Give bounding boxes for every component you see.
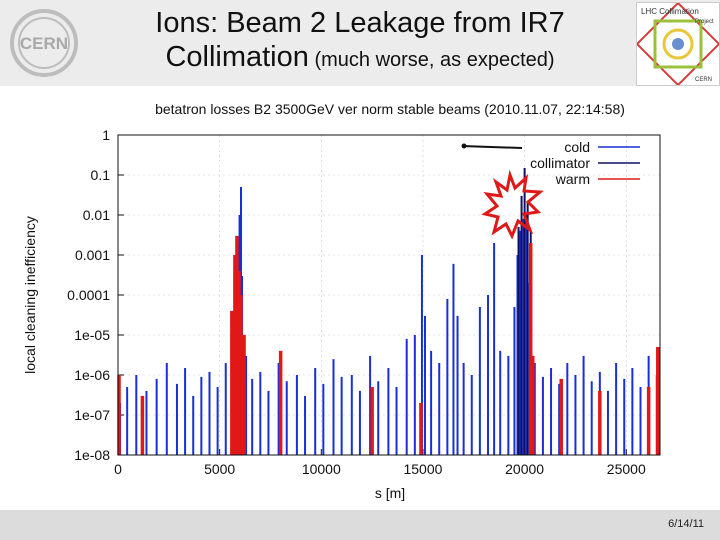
x-tick-label: 10000 [302,461,341,477]
slide-header: CERN Ions: Beam 2 Leakage from IR7 Colli… [0,0,720,87]
y-tick-label: 1e-07 [74,407,110,423]
x-tick-label: 0 [114,461,122,477]
y-tick-label: 0.001 [75,247,110,263]
footer-date: 6/14/11 [668,518,704,530]
y-tick-label: 0.01 [83,207,110,223]
legend-label-cold: cold [564,139,590,155]
y-tick-label: 1e-08 [74,447,110,463]
cern-logo-text: CERN [20,34,68,53]
cern-logo: CERN [4,4,86,82]
series-bars [117,167,660,455]
x-tick-label: 5000 [204,461,235,477]
plot-frame [117,134,661,456]
legend-label-warm: warm [555,171,590,187]
y-axis-label: local cleaning inefficiency [22,216,38,374]
y-tick-label: 0.0001 [67,287,110,303]
x-tick-label: 20000 [505,461,544,477]
y-tick-label: 1e-06 [74,367,110,383]
title-line-1: Ions: Beam 2 Leakage from IR7 [155,7,565,39]
slide-footer: 6/14/11 [0,510,720,540]
arrow-line [461,145,523,149]
title-note: (much worse, as expected) [308,49,555,71]
lhc-logo-line-2: Project [695,19,714,25]
slide-title: Ions: Beam 2 Leakage from IR7 Collimatio… [95,6,625,79]
y-tick-label: 1 [102,127,110,143]
arrow-head [461,143,467,149]
y-tick-label: 0.1 [91,167,111,183]
lhc-logo-line-3: CERN [695,77,712,83]
y-tick-label: 1e-05 [74,327,110,343]
y-axis-ticks: 1 0.1 0.01 0.001 0.0001 1e-05 1e-06 1e-07 1e-08 [67,127,124,463]
lhc-logo-line-1: LHC Collimation [641,7,699,16]
x-tick-label: 25000 [607,461,646,477]
x-axis-label: s [m] [375,485,405,501]
cleaning-inefficiency-chart: betatron losses B2 3500GeV ver norm stab… [22,101,661,501]
x-tick-label: 15000 [403,461,442,477]
x-axis-ticks: 0 5000 10000 15000 20000 25000 [114,449,646,477]
title-line-2: Collimation [165,41,309,73]
lhc-collimation-logo: LHC Collimation Project CERN [635,1,720,87]
legend-label-collimator: collimator [530,155,590,171]
highlight-marker [461,143,544,240]
red-star-burst [481,169,544,240]
chart-title: betatron losses B2 3500GeV ver norm stab… [155,101,625,117]
